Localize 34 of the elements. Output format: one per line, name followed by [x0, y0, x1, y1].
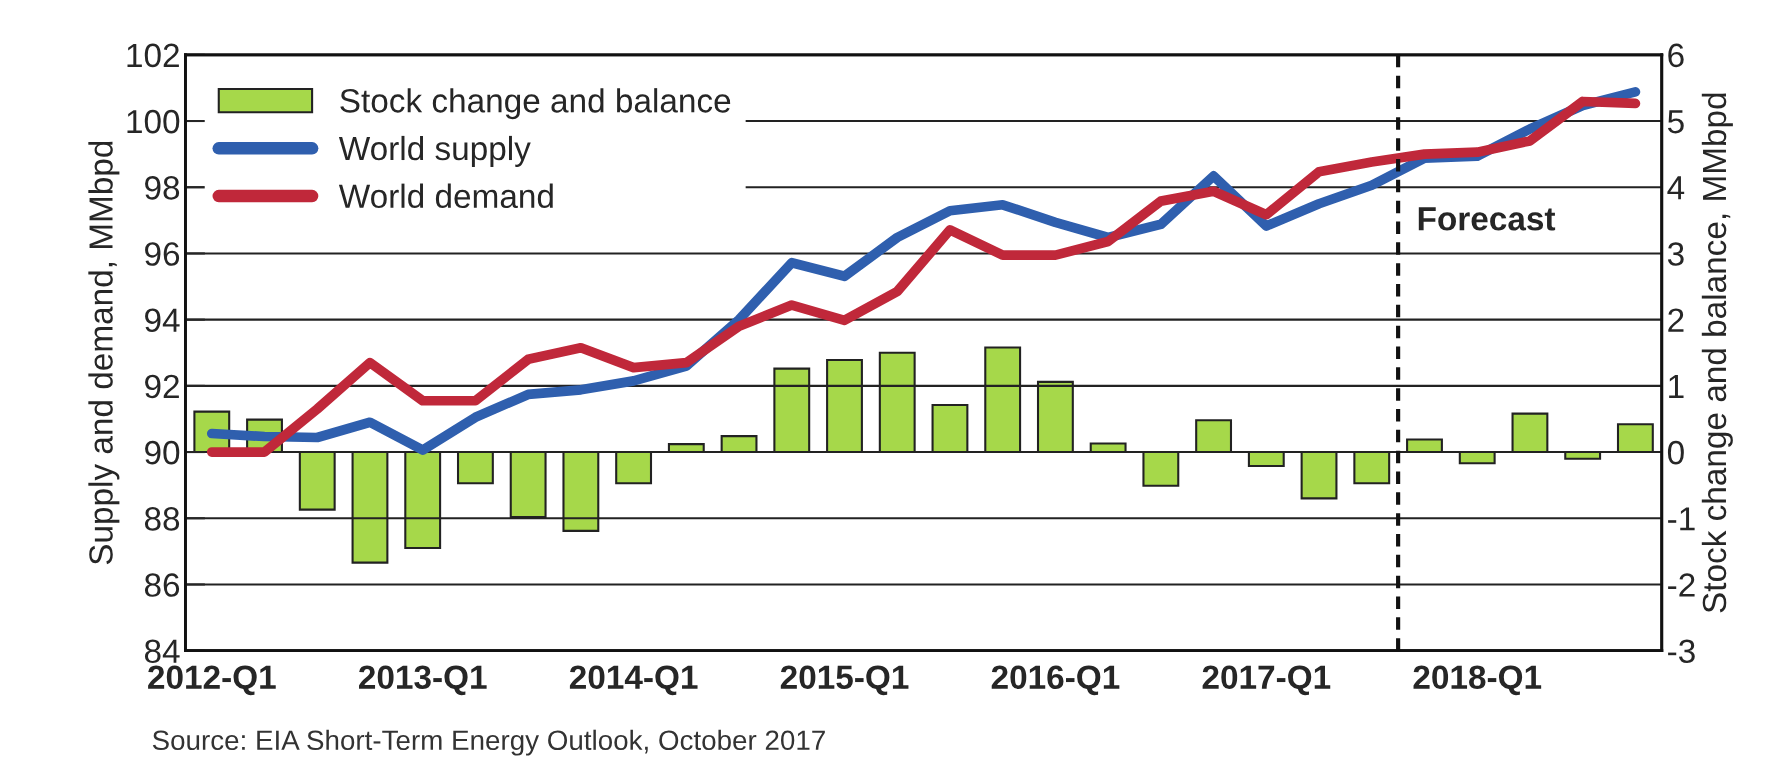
y2-tick-label: 4	[1667, 176, 1685, 200]
y2-tick-label: 3	[1667, 242, 1684, 266]
y2-axis-title: Stock change and balance, MMbpd	[1701, 93, 1733, 613]
y2-tick-label: 0	[1667, 440, 1684, 465]
x-tick-label: 2012-Q1	[148, 665, 276, 696]
legend-label: World supply	[338, 135, 531, 167]
legend-label: World demand	[338, 183, 553, 209]
y-tick-label: 86	[144, 573, 180, 597]
legend-label: Stock change and balance	[340, 88, 731, 120]
y2-tick-label: -3	[1668, 639, 1695, 664]
y2-tick-label: 1	[1669, 374, 1684, 398]
x-tick-label: 2016-Q1	[991, 665, 1120, 696]
source-note: Source: EIA Short-Term Energy Outlook, October 2017	[152, 729, 825, 756]
y2-tick-label: -1	[1668, 507, 1695, 531]
y-tick-label: 100	[127, 109, 180, 134]
y-tick-label: 96	[145, 242, 180, 266]
y-tick-label: 102	[127, 43, 179, 68]
x-tick-label: 2017-Q1	[1202, 665, 1331, 696]
y2-tick-label: -2	[1668, 573, 1695, 597]
y2-tick-label: 6	[1668, 43, 1684, 68]
y-tick-label: 90	[145, 440, 180, 465]
y2-tick-label: 2	[1668, 308, 1684, 332]
y-tick-label: 92	[145, 374, 179, 399]
x-tick-label: 2014-Q1	[569, 665, 698, 696]
y-tick-label: 94	[145, 308, 180, 333]
x-tick-label: 2015-Q1	[780, 665, 909, 696]
y-tick-label: 98	[145, 176, 180, 200]
x-tick-label: 2018-Q1	[1413, 665, 1542, 696]
y-tick-label: 84	[144, 639, 180, 664]
y-tick-label: 88	[144, 507, 180, 531]
x-tick-label: 2013-Q1	[359, 665, 487, 696]
y2-tick-label: 5	[1667, 110, 1684, 134]
y-axis-title: Supply and demand, MMbpd	[88, 141, 120, 565]
annotation: Forecast	[1418, 207, 1556, 231]
